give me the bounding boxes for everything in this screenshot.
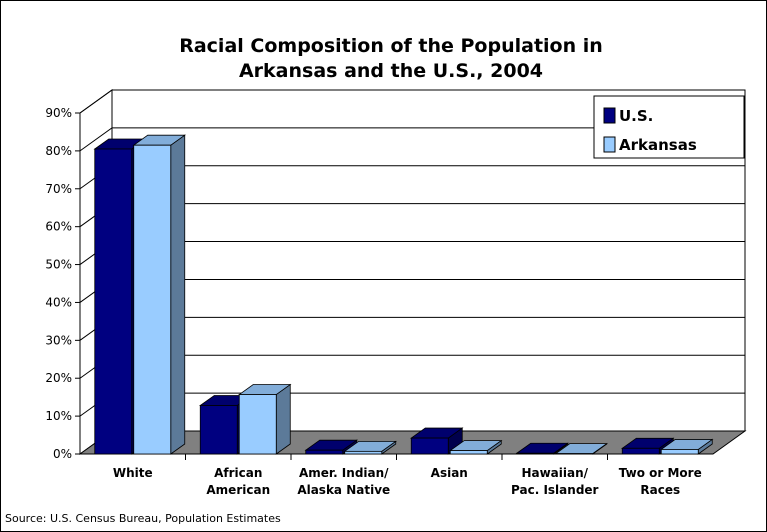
gridline xyxy=(79,127,745,152)
x-tick-label: Alaska Native xyxy=(297,483,390,497)
legend-label: U.S. xyxy=(619,107,653,125)
y-tick-label: 50% xyxy=(45,258,72,272)
x-tick-label: Asian xyxy=(431,466,468,480)
y-tick-label: 0% xyxy=(53,447,72,461)
x-tick-label: Hawaiian/ xyxy=(521,466,588,480)
y-tick-label: 40% xyxy=(45,295,72,309)
bar xyxy=(238,394,277,455)
bar xyxy=(94,148,133,455)
legend-swatch xyxy=(603,107,616,124)
x-tick-label: Pac. Islander xyxy=(511,483,599,497)
x-tick-label: White xyxy=(113,466,153,480)
y-tick-label: 30% xyxy=(45,333,72,347)
bar xyxy=(344,450,383,455)
x-tick-label: Two or More xyxy=(619,466,702,480)
y-tick-label: 70% xyxy=(45,182,72,196)
bar xyxy=(516,452,555,455)
source-note: Source: U.S. Census Bureau, Population E… xyxy=(5,512,281,525)
bar-side xyxy=(275,383,291,455)
y-tick-label: 60% xyxy=(45,220,72,234)
bar xyxy=(133,144,172,455)
bar xyxy=(621,447,660,455)
y-tick-label: 10% xyxy=(45,409,72,423)
y-tick-label: 90% xyxy=(45,106,72,120)
plot-area: 0% 10% 20% 30% 40% 50% 60% 70% 80% 90% White Africa… xyxy=(45,89,747,497)
gridline xyxy=(79,89,745,114)
bar-side xyxy=(170,134,186,455)
legend-label: Arkansas xyxy=(619,136,697,154)
legend-swatch xyxy=(603,136,616,153)
bar xyxy=(199,405,238,455)
y-tick-label: 20% xyxy=(45,371,72,385)
bar xyxy=(410,437,449,455)
x-tick-label: Races xyxy=(640,483,680,497)
chart-title-line-1: Racial Composition of the Population in xyxy=(179,35,603,57)
bar xyxy=(449,450,488,455)
y-tick-label: 80% xyxy=(45,144,72,158)
x-tick-label: African xyxy=(214,466,262,480)
chart-title-line-2: Arkansas and the U.S., 2004 xyxy=(239,60,543,82)
bar xyxy=(305,449,344,455)
x-tick-label: Amer. Indian/ xyxy=(299,466,389,480)
bar xyxy=(660,449,699,455)
x-tick-label: American xyxy=(206,483,270,497)
legend xyxy=(593,95,745,159)
